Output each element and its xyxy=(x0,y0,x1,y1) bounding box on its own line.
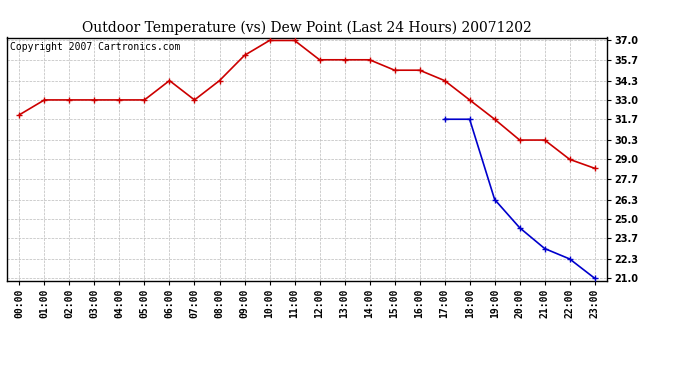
Title: Outdoor Temperature (vs) Dew Point (Last 24 Hours) 20071202: Outdoor Temperature (vs) Dew Point (Last… xyxy=(82,21,532,35)
Text: Copyright 2007 Cartronics.com: Copyright 2007 Cartronics.com xyxy=(10,42,180,52)
